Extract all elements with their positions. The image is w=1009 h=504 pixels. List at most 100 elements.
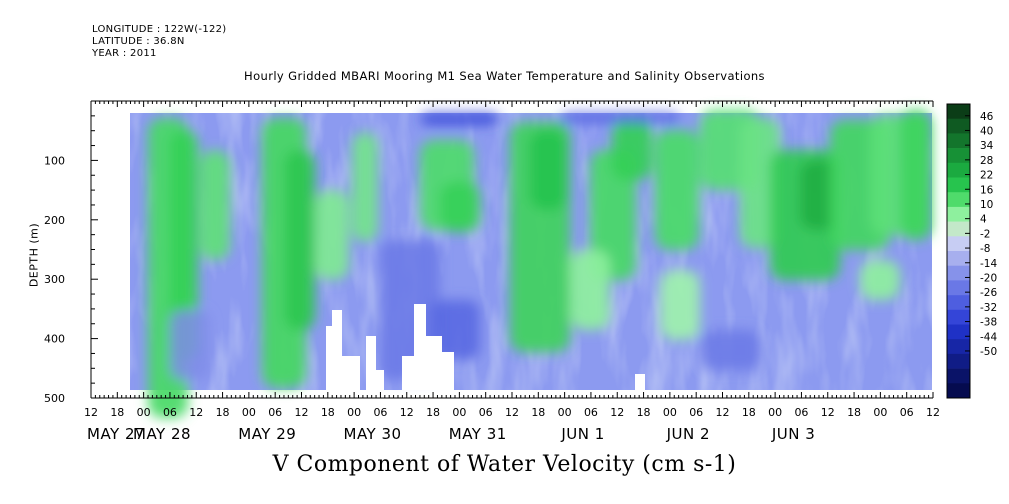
missing-data-patch bbox=[442, 352, 454, 390]
latitude-label: LATITUDE : 36.8N bbox=[92, 36, 185, 47]
x-hour-tick-label: 00 bbox=[558, 406, 572, 419]
velocity-band bbox=[590, 150, 636, 280]
colorbar-swatch bbox=[947, 339, 970, 355]
longitude-label: LONGITUDE : 122W(-122) bbox=[92, 24, 227, 35]
chart-title: Hourly Gridded MBARI Mooring M1 Sea Wate… bbox=[244, 69, 765, 83]
missing-data bbox=[326, 304, 645, 390]
velocity-band bbox=[612, 120, 652, 180]
missing-data-patch bbox=[414, 304, 426, 390]
x-hour-tick-label: 12 bbox=[189, 406, 203, 419]
colorbar-tick-label: 46 bbox=[980, 111, 994, 123]
velocity-band bbox=[440, 182, 480, 232]
x-hour-tick-label: 18 bbox=[321, 406, 335, 419]
colorbar-swatch bbox=[947, 368, 970, 384]
x-date-label: JUN 3 bbox=[771, 425, 815, 443]
x-hour-tick-label: 06 bbox=[373, 406, 387, 419]
x-hour-tick-label: 12 bbox=[84, 406, 98, 419]
velocity-band bbox=[200, 150, 230, 260]
colorbar-swatch bbox=[947, 309, 970, 325]
colorbar-tick-label: 28 bbox=[980, 155, 993, 167]
colorbar-swatch bbox=[947, 148, 970, 164]
x-hour-tick-label: 18 bbox=[847, 406, 861, 419]
colorbar-swatch bbox=[947, 280, 970, 296]
velocity-band bbox=[285, 150, 315, 330]
x-hour-tick-label: 06 bbox=[900, 406, 914, 419]
colorbar-tick-label: 40 bbox=[980, 125, 993, 137]
velocity-band bbox=[530, 130, 566, 210]
y-tick-label: 100 bbox=[44, 154, 65, 167]
colorbar-tick-label: -32 bbox=[980, 302, 997, 314]
x-hour-tick-label: 00 bbox=[663, 406, 677, 419]
x-date-label: MAY 27 bbox=[87, 425, 145, 443]
velocity-band bbox=[570, 250, 610, 330]
heatmap-area bbox=[130, 110, 932, 418]
x-date-label: JUN 1 bbox=[560, 425, 604, 443]
x-hour-tick-label: 12 bbox=[821, 406, 835, 419]
x-hour-tick-label: 00 bbox=[768, 406, 782, 419]
colorbar-swatch bbox=[947, 177, 970, 193]
y-tick-label: 200 bbox=[44, 214, 65, 227]
colorbar-tick-label: -2 bbox=[980, 228, 990, 240]
x-hour-tick-label: 18 bbox=[531, 406, 545, 419]
x-hour-tick-label: 00 bbox=[242, 406, 256, 419]
x-hour-tick-label: 00 bbox=[873, 406, 887, 419]
x-hour-tick-label: 06 bbox=[163, 406, 177, 419]
colorbar-tick-label: -20 bbox=[980, 272, 997, 284]
colorbar-tick-label: 16 bbox=[980, 184, 994, 196]
colorbar-swatch bbox=[947, 295, 970, 311]
colorbar-tick-label: -44 bbox=[980, 331, 997, 343]
x-hour-tick-label: 12 bbox=[295, 406, 309, 419]
colorbar-tick-label: 22 bbox=[980, 170, 993, 182]
x-hour-tick-label: 00 bbox=[137, 406, 151, 419]
colorbar-swatch bbox=[947, 221, 970, 237]
year-label: YEAR : 2011 bbox=[92, 48, 157, 59]
x-date-label: MAY 28 bbox=[133, 425, 191, 443]
x-date-label: MAY 29 bbox=[238, 425, 296, 443]
velocity-band-negative bbox=[420, 113, 500, 125]
x-hour-tick-label: 18 bbox=[637, 406, 651, 419]
x-hour-tick-label: 18 bbox=[742, 406, 756, 419]
velocity-band bbox=[660, 270, 700, 340]
colorbar-tick-label: -8 bbox=[980, 243, 990, 255]
colorbar-swatch bbox=[947, 192, 970, 208]
colorbar-tick-label: -38 bbox=[980, 317, 997, 329]
velocity-band bbox=[655, 130, 699, 250]
colorbar-swatch bbox=[947, 251, 970, 266]
missing-data-patch bbox=[635, 374, 645, 390]
colorbar-tick-label: -14 bbox=[980, 258, 997, 270]
x-hour-tick-label: 12 bbox=[610, 406, 624, 419]
y-tick-label: 300 bbox=[44, 273, 65, 286]
x-hour-tick-label: 18 bbox=[426, 406, 440, 419]
missing-data-patch bbox=[366, 336, 376, 390]
velocity-band bbox=[315, 190, 349, 280]
velocity-band-negative bbox=[560, 113, 680, 123]
velocity-band-negative bbox=[700, 330, 760, 370]
colorbar-swatch bbox=[947, 104, 970, 119]
x-hour-tick-label: 12 bbox=[400, 406, 414, 419]
missing-data-patch bbox=[426, 336, 442, 390]
colorbar-swatch bbox=[947, 236, 970, 252]
missing-data-patch bbox=[332, 310, 342, 390]
x-hour-tick-label: 12 bbox=[716, 406, 730, 419]
colorbar-swatch bbox=[947, 265, 970, 281]
axes: 12 18 00 06 12 18 00 06 12 18 00 06 12 18 00 06 12 18 00 06… bbox=[44, 100, 940, 443]
x-hour-tick-label: 06 bbox=[479, 406, 493, 419]
x-hour-tick-label: 06 bbox=[268, 406, 282, 419]
colorbar-swatch bbox=[947, 133, 970, 149]
velocity-chart: 12 18 00 06 12 18 00 06 12 18 00 06 12 18 00 06 12 18 00 06… bbox=[44, 100, 997, 443]
x-hour-tick-label: 12 bbox=[926, 406, 940, 419]
colorbar-tick-label: 10 bbox=[980, 199, 993, 211]
velocity-band-negative bbox=[170, 310, 210, 380]
x-hour-tick-label: 12 bbox=[505, 406, 519, 419]
colorbar: 46 40 34 28 22 16 10 4 -2 -8 -14 -20 -26 -32 -38 -44 -50 bbox=[946, 103, 997, 399]
colorbar-swatch bbox=[947, 118, 970, 134]
colorbar-swatch bbox=[947, 383, 970, 399]
colorbar-tick-label: 4 bbox=[980, 214, 987, 226]
colorbar-tick-label: -26 bbox=[980, 287, 997, 299]
colorbar-swatch bbox=[947, 353, 970, 369]
bottom-title: V Component of Water Velocity (cm s-1) bbox=[272, 452, 737, 477]
velocity-band bbox=[860, 260, 900, 300]
colorbar-tick-label: 34 bbox=[980, 140, 994, 152]
colorbar-frame bbox=[946, 103, 971, 399]
colorbar-swatch bbox=[947, 206, 970, 222]
